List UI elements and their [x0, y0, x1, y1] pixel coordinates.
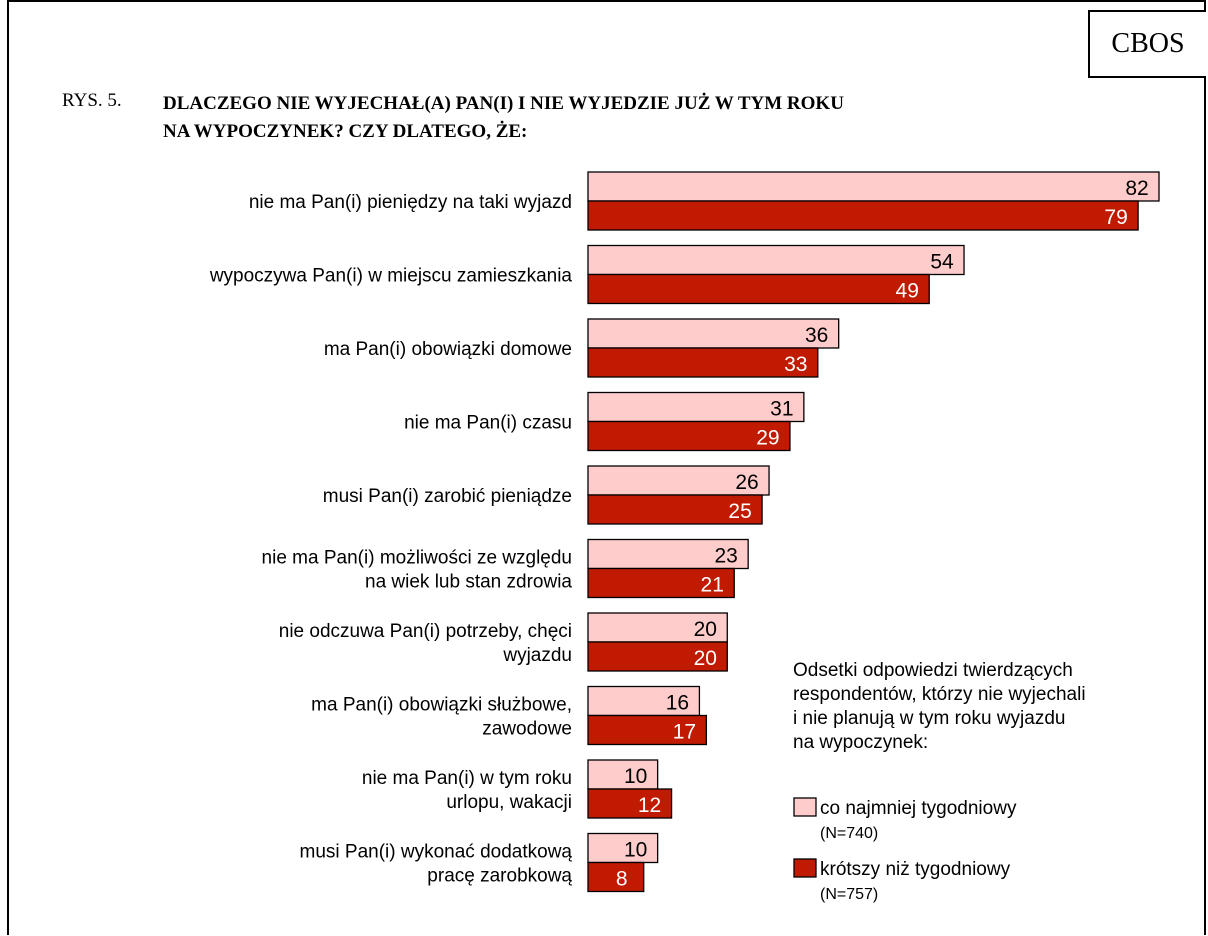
bar-series-2 — [587, 420, 791, 452]
bar-series-2 — [587, 200, 1139, 231]
legend-label: co najmniej tygodniowy — [820, 798, 1017, 819]
bar-series-1 — [587, 171, 1160, 202]
category-label: ma Pan(i) obowiązki służbowe, — [311, 695, 572, 716]
bar-series-2 — [587, 347, 819, 378]
legend-swatch-series-1 — [793, 797, 817, 817]
data-label: 20 — [694, 647, 717, 670]
chart-title: DLACZEGO NIE WYJECHAŁ(A) PAN(I) I NIE WY… — [163, 90, 1063, 146]
figure-label: RYS. 5. — [62, 90, 122, 111]
legend-sample-size: (N=740) — [820, 825, 878, 842]
bar-series-2 — [587, 714, 708, 746]
category-label: musi Pan(i) zarobić pieniądze — [323, 486, 572, 507]
chart-title-line-2: NA WYPOCZYNEK? CZY DLATEGO, ŻE: — [163, 121, 528, 142]
data-label: 23 — [714, 545, 737, 568]
bar-series-2 — [587, 273, 930, 305]
bar-series-1 — [587, 612, 728, 643]
legend-caption-line: na wypoczynek: — [793, 732, 928, 753]
data-label: 26 — [735, 471, 758, 494]
data-label: 12 — [638, 794, 661, 817]
bar-series-2 — [587, 861, 645, 893]
data-label: 49 — [896, 280, 919, 303]
category-label: nie ma Pan(i) czasu — [404, 413, 572, 434]
legend-caption-line: Odsetki odpowiedzi twierdzących — [793, 660, 1073, 681]
data-label: 79 — [1104, 206, 1127, 229]
legend-caption-line: respondentów, którzy nie wyjechali — [793, 684, 1086, 705]
category-label: wypoczywa Pan(i) w miejscu zamieszkania — [209, 266, 573, 287]
data-label: 54 — [930, 251, 954, 274]
bar-series-2 — [587, 788, 673, 819]
data-label: 8 — [616, 868, 628, 891]
data-label: 82 — [1125, 177, 1148, 200]
bar-series-1 — [587, 318, 840, 349]
category-label: zawodowe — [482, 719, 572, 740]
category-label: wyjazdu — [502, 645, 572, 666]
data-label: 16 — [666, 692, 689, 715]
category-label: nie ma Pan(i) pieniędzy na taki wyjazd — [249, 192, 572, 213]
legend-label: krótszy niż tygodniowy — [820, 859, 1011, 880]
bar-series-1 — [587, 244, 965, 276]
cbos-badge: CBOS — [1088, 10, 1206, 78]
bar-series-2 — [587, 494, 763, 525]
data-label: 33 — [784, 353, 807, 376]
data-label: 25 — [728, 500, 751, 523]
category-label: pracę zarobkową — [427, 866, 572, 887]
data-label: 17 — [673, 721, 696, 744]
data-label: 21 — [701, 574, 724, 597]
data-label: 36 — [805, 324, 828, 347]
category-label: nie ma Pan(i) w tym roku — [362, 768, 572, 789]
legend-sample-size: (N=757) — [820, 886, 878, 903]
data-label: 29 — [756, 427, 779, 450]
data-label: 10 — [624, 839, 647, 862]
data-label: 10 — [624, 765, 647, 788]
figure-frame — [7, 0, 1206, 935]
data-label: 20 — [694, 618, 717, 641]
bar-series-2 — [587, 567, 735, 599]
category-label: nie ma Pan(i) możliwości ze względu — [262, 548, 572, 569]
bar-series-2 — [587, 641, 728, 672]
legend-swatch-series-2 — [793, 858, 817, 878]
category-label: ma Pan(i) obowiązki domowe — [324, 339, 572, 360]
chart-title-line-1: DLACZEGO NIE WYJECHAŁ(A) PAN(I) I NIE WY… — [163, 93, 844, 114]
bar-series-1 — [587, 832, 659, 864]
category-label: urlopu, wakacji — [446, 792, 572, 813]
legend-caption-line: i nie planują w tym roku wyjazdu — [793, 708, 1065, 729]
data-label: 31 — [770, 398, 793, 421]
category-label: nie odczuwa Pan(i) potrzeby, chęci — [279, 621, 572, 642]
category-label: musi Pan(i) wykonać dodatkową — [300, 842, 573, 863]
category-label: na wiek lub stan zdrowia — [365, 572, 572, 593]
